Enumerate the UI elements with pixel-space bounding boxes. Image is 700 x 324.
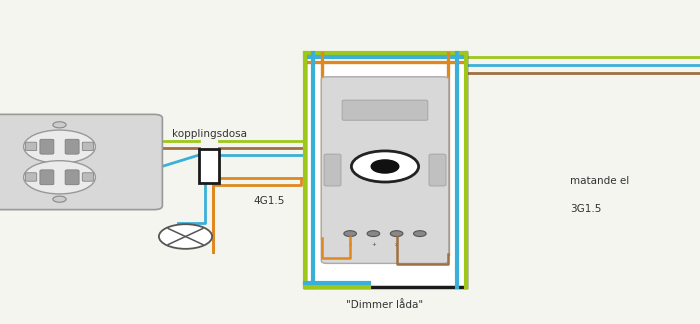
FancyBboxPatch shape xyxy=(40,170,54,185)
Text: matande el: matande el xyxy=(570,177,630,186)
Text: 3G1.5: 3G1.5 xyxy=(570,204,602,214)
Circle shape xyxy=(53,122,66,128)
Bar xyxy=(199,149,219,183)
FancyBboxPatch shape xyxy=(26,142,36,151)
Circle shape xyxy=(159,224,212,249)
Circle shape xyxy=(344,231,356,237)
FancyBboxPatch shape xyxy=(0,114,162,210)
FancyBboxPatch shape xyxy=(321,77,449,263)
FancyBboxPatch shape xyxy=(83,173,94,181)
Circle shape xyxy=(351,151,419,182)
FancyBboxPatch shape xyxy=(146,155,162,169)
Text: kopplingsdosa: kopplingsdosa xyxy=(172,129,247,139)
FancyBboxPatch shape xyxy=(65,139,79,154)
Circle shape xyxy=(372,160,398,173)
FancyBboxPatch shape xyxy=(324,154,341,186)
Text: x: x xyxy=(395,242,398,247)
FancyBboxPatch shape xyxy=(342,100,428,120)
Circle shape xyxy=(391,231,403,237)
Text: 4G1.5: 4G1.5 xyxy=(254,196,285,206)
Circle shape xyxy=(367,231,379,237)
FancyBboxPatch shape xyxy=(65,170,79,185)
Circle shape xyxy=(414,231,426,237)
Text: z: z xyxy=(349,242,351,247)
Text: "Dimmer låda": "Dimmer låda" xyxy=(346,300,424,310)
FancyBboxPatch shape xyxy=(83,142,94,151)
FancyBboxPatch shape xyxy=(40,139,54,154)
Text: +: + xyxy=(371,242,376,247)
Circle shape xyxy=(24,130,95,163)
Bar xyxy=(304,53,466,287)
Circle shape xyxy=(24,161,95,194)
Text: 3G1.5: 3G1.5 xyxy=(114,120,145,130)
FancyBboxPatch shape xyxy=(26,173,36,181)
Circle shape xyxy=(53,196,66,202)
FancyBboxPatch shape xyxy=(429,154,446,186)
